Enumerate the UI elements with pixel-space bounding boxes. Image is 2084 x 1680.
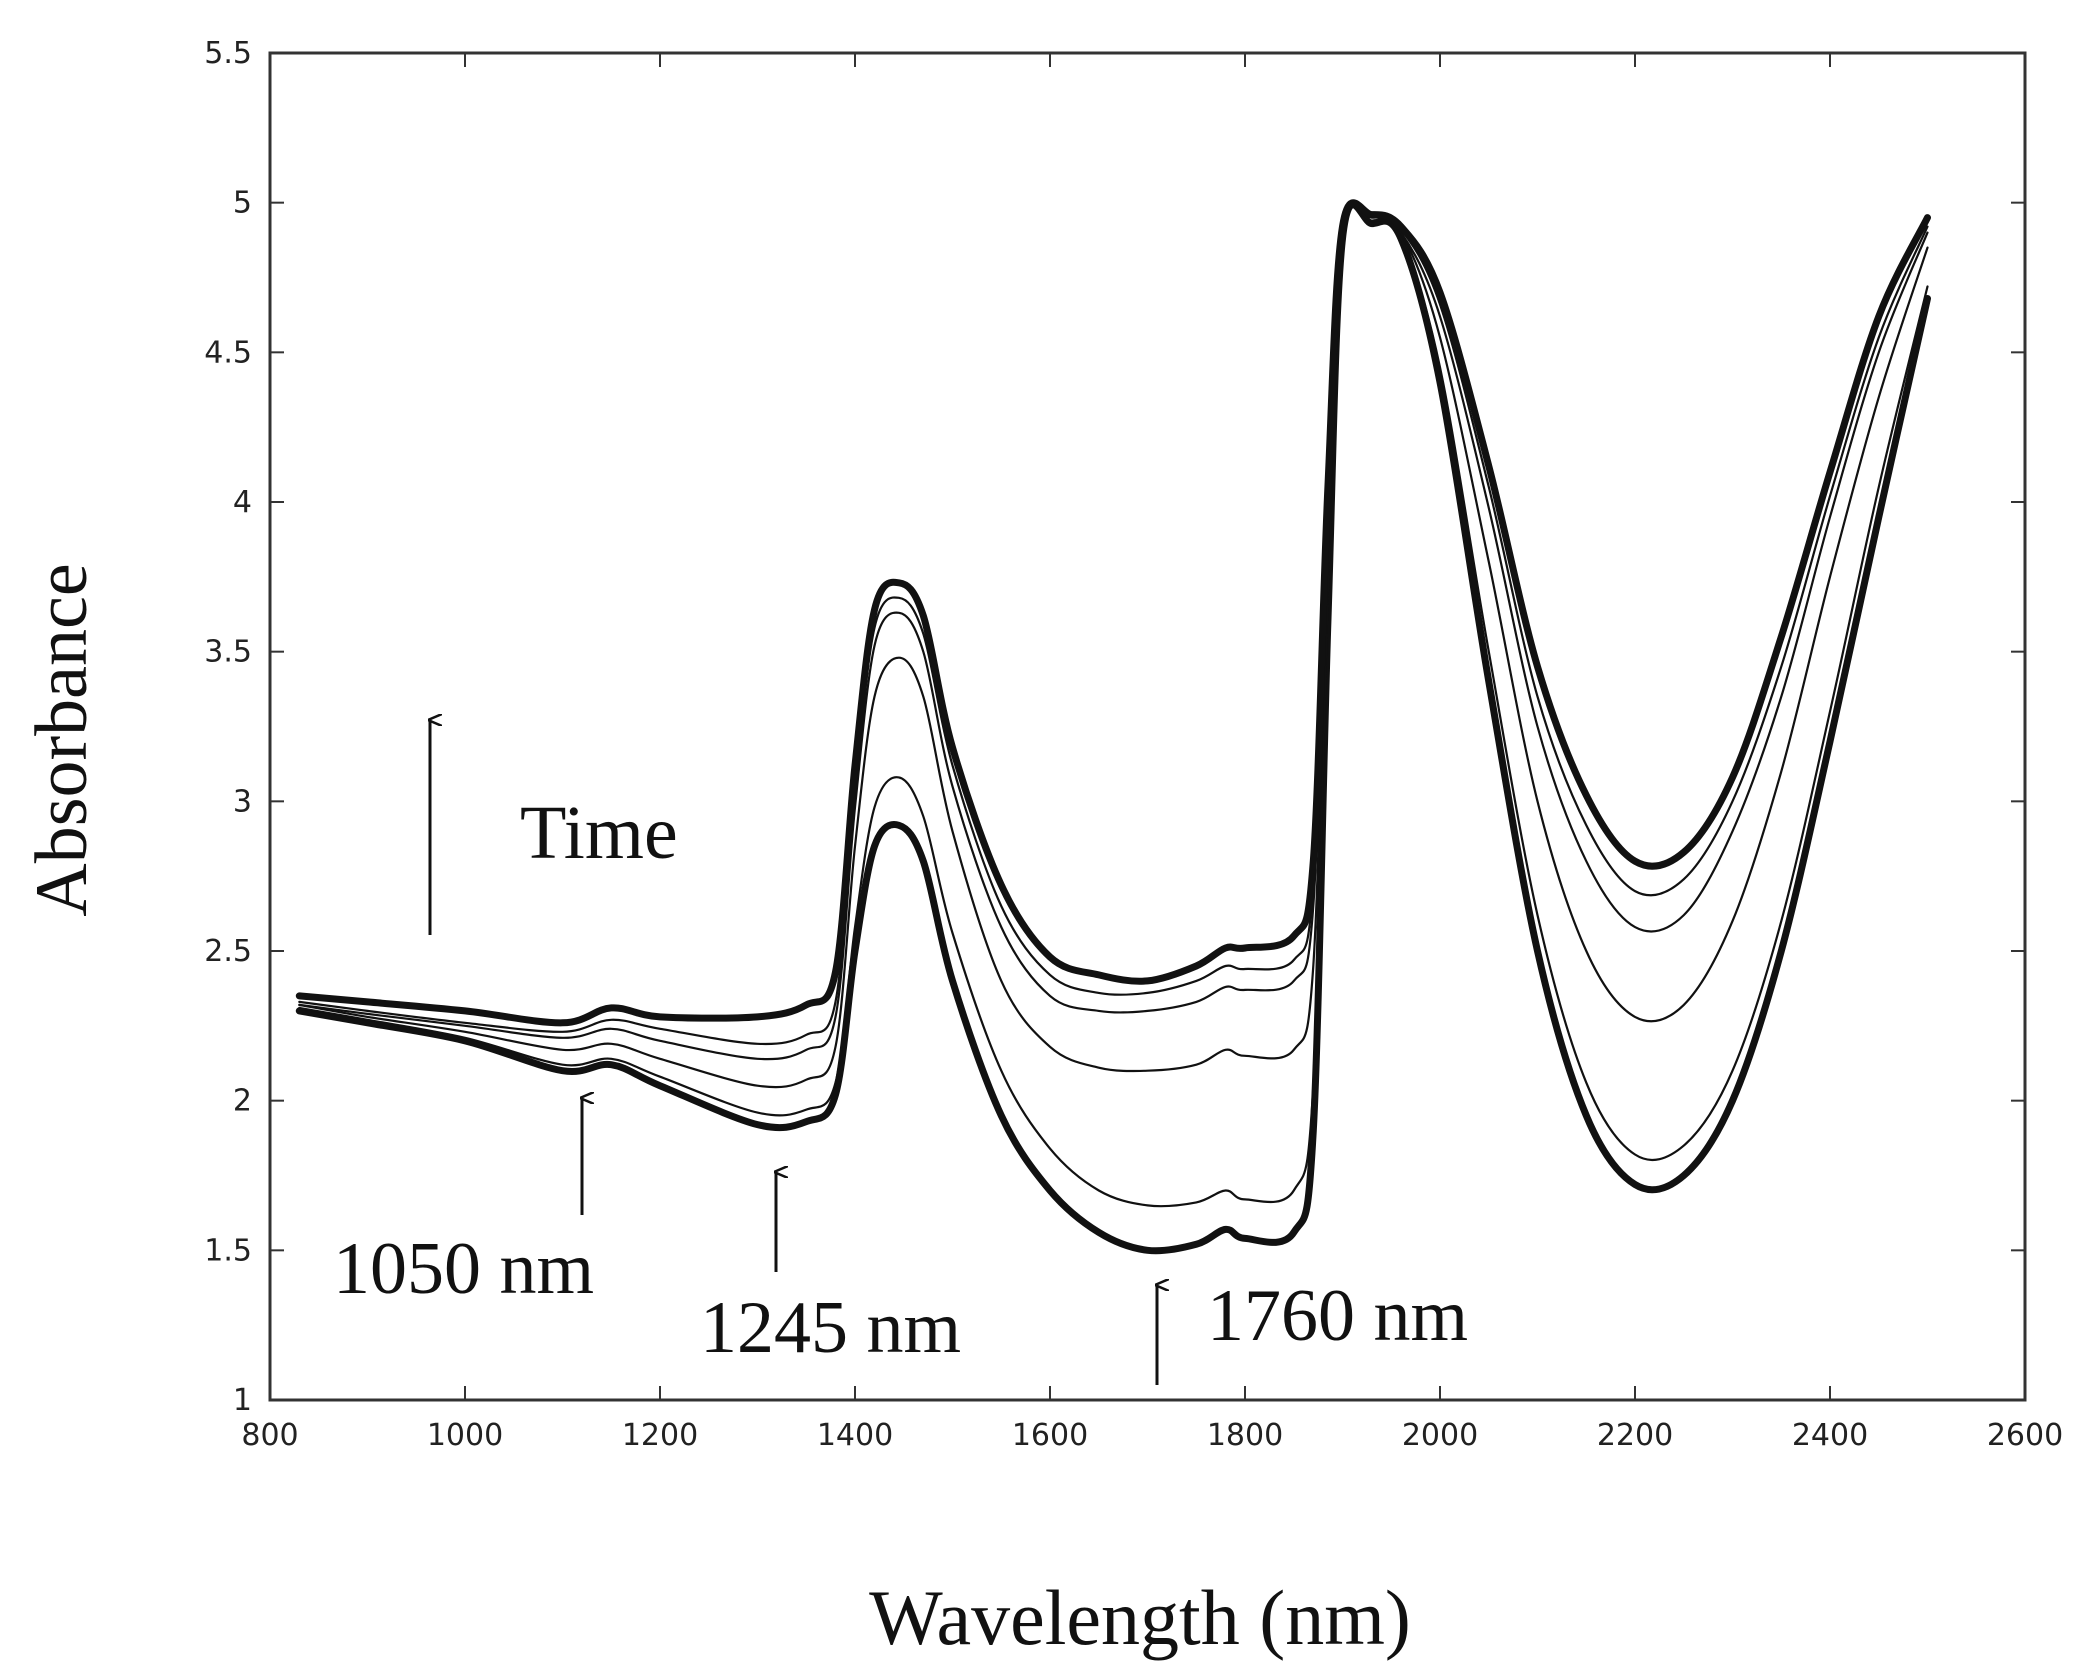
y-tick-label: 4.5 xyxy=(204,335,252,370)
series-line-t2 xyxy=(298,206,1929,1089)
x-axis-label: Wavelength (nm) xyxy=(869,1574,1411,1661)
x-tick-label: 1400 xyxy=(817,1418,893,1453)
x-tick-label: 2000 xyxy=(1402,1418,1478,1453)
series-layer xyxy=(295,199,1931,1255)
series-line-t3 xyxy=(298,205,1929,1061)
x-tick-label: 2200 xyxy=(1597,1418,1673,1453)
x-tick-label: 1200 xyxy=(622,1418,698,1453)
plot-frame xyxy=(268,51,2027,1402)
ticks-layer: 800 1000 1200 1400 1600 1800 2000 2200 2400 2600 1… xyxy=(204,36,2063,1453)
x-tick-label: 2400 xyxy=(1792,1418,1868,1453)
x-tick-label: 1600 xyxy=(1012,1418,1088,1453)
annotation-1760nm: 1760 nm xyxy=(1207,1275,1468,1357)
y-tick-label: 1 xyxy=(233,1383,252,1418)
x-tick-label: 2600 xyxy=(1987,1418,2063,1453)
y-tick-label: 2.5 xyxy=(204,934,252,969)
y-tick-label: 3 xyxy=(233,784,252,819)
y-tick-label: 1.5 xyxy=(204,1233,252,1268)
y-axis-label: Absorbance xyxy=(21,563,103,916)
series-line-t4 xyxy=(298,203,1929,1046)
y-tick-label: 3.5 xyxy=(204,635,252,670)
time-annotation: Time xyxy=(520,791,678,875)
annotation-1245nm: 1245 nm xyxy=(700,1287,961,1369)
series-line-t0 xyxy=(295,201,1931,1255)
x-tick-label: 1000 xyxy=(427,1418,503,1453)
y-tick-label: 5.5 xyxy=(204,36,252,71)
x-tick-label: 800 xyxy=(241,1418,298,1453)
annotation-1050nm: 1050 nm xyxy=(333,1228,594,1310)
y-tick-label: 2 xyxy=(233,1084,252,1119)
series-line-t1 xyxy=(298,205,1929,1208)
y-tick-label: 4 xyxy=(233,485,252,520)
series-line-t5 xyxy=(295,199,1931,1027)
y-tick-label: 5 xyxy=(233,186,252,221)
x-tick-label: 1800 xyxy=(1207,1418,1283,1453)
